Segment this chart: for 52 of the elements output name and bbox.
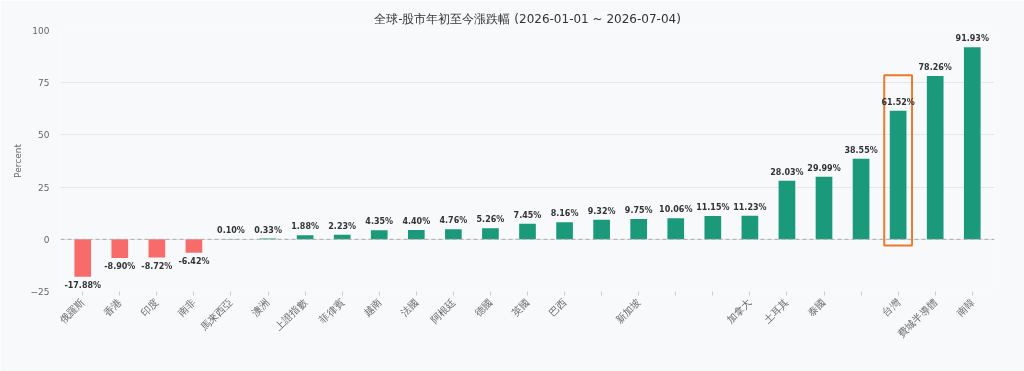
x-tick-label: 印度	[138, 296, 161, 319]
data-label: 9.75%	[624, 205, 653, 215]
x-tick-label: 俄羅斯	[57, 296, 87, 326]
y-tick-label: 0	[43, 234, 50, 245]
data-label: 1.88%	[291, 222, 320, 232]
data-label: 5.26%	[476, 215, 505, 225]
data-label: 4.35%	[365, 217, 394, 227]
y-tick-label: 50	[38, 130, 50, 141]
data-label: 9.32%	[587, 206, 616, 216]
data-label: 0.33%	[254, 225, 282, 235]
x-tick-label: 巴西	[546, 296, 569, 319]
x-tick-label: 菲律賓	[317, 296, 347, 326]
chart-title: 全球-股市年初至今漲跌幅 (2026-01-01 ~ 2026-07-04)	[374, 11, 681, 26]
data-label: 0.10%	[217, 226, 245, 236]
x-tick-label: 南非	[175, 296, 198, 319]
x-tick-label: 南韓	[954, 296, 977, 319]
data-label: 11.15%	[696, 203, 730, 213]
data-label: 78.26%	[918, 62, 952, 72]
data-label: 91.93%	[955, 34, 989, 44]
x-tick-label: 阿根廷	[428, 296, 458, 326]
y-tick-label: 100	[32, 26, 50, 36]
y-tick-label: 25	[38, 182, 50, 193]
data-label: -8.90%	[104, 261, 136, 271]
data-label: 4.76%	[439, 216, 468, 226]
x-tick-label: 澳洲	[250, 296, 272, 319]
data-label: 7.45%	[513, 210, 542, 220]
x-tick-label: 泰國	[805, 296, 828, 319]
x-tick-label: 越南	[361, 296, 384, 319]
data-label: 11.23%	[733, 202, 767, 212]
y-axis-title: Percent	[12, 143, 23, 178]
x-tick-label: 上證指數	[272, 296, 310, 333]
x-tick-label: 台灣	[880, 296, 903, 319]
data-label: 8.16%	[550, 209, 579, 219]
x-tick-label: 德國	[472, 296, 495, 319]
x-tick-label: 法國	[398, 296, 421, 319]
x-tick-label: 加拿大	[724, 296, 754, 326]
data-label: 38.55%	[844, 145, 878, 155]
data-label: -17.88%	[64, 280, 102, 290]
x-tick-label: 土耳其	[761, 296, 791, 326]
y-tick-label: 75	[38, 78, 50, 89]
x-tick-label: 新加坡	[613, 296, 643, 326]
data-label: 2.23%	[328, 221, 357, 231]
data-label: 29.99%	[807, 163, 841, 173]
data-label: 4.40%	[402, 217, 431, 227]
x-tick-label: 英國	[509, 296, 532, 319]
x-tick-label: 馬來西亞	[198, 296, 235, 334]
data-label: 10.06%	[659, 205, 693, 215]
x-tick-label: 香港	[101, 296, 124, 319]
y-tick-label: −25	[30, 287, 50, 297]
data-label: -8.72%	[141, 261, 173, 271]
data-label: 28.03%	[770, 167, 804, 177]
data-label: -6.42%	[178, 256, 210, 266]
